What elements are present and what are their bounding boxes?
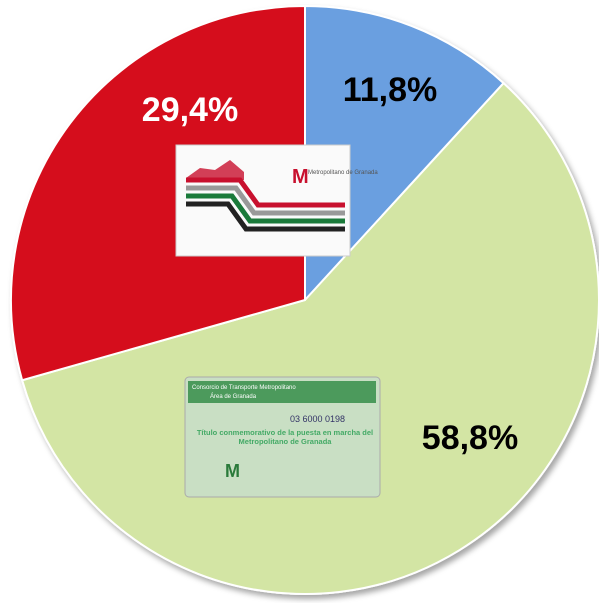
ticket-title-text: Título conmemorativo de la puesta en mar… [195, 428, 375, 446]
chart: 11,8% 58,8% 29,4% M Metropolitano de Grana… [0, 0, 599, 603]
card-image: M Metropolitano de Granada [176, 145, 378, 256]
ticket-image: Consorcio de Transporte Metropolitano Ár… [185, 377, 380, 497]
ticket-text: Consorcio de Transporte Metropolitano [192, 385, 296, 391]
card [176, 145, 350, 256]
value-label: 11,8% [343, 71, 438, 109]
value-label: 58,8% [422, 419, 518, 457]
ticket-number: 03 6000 0198 [290, 414, 345, 424]
pie [11, 6, 599, 594]
card-text: Metropolitano de Granada [308, 170, 378, 176]
ticket-title: Título conmemorativo de la puesta en mar… [195, 428, 375, 458]
ticket-logo: M [225, 461, 240, 481]
ticket-text: Área de Granada [210, 393, 257, 400]
value-label: 29,4% [142, 91, 238, 129]
logo: M [292, 166, 309, 188]
